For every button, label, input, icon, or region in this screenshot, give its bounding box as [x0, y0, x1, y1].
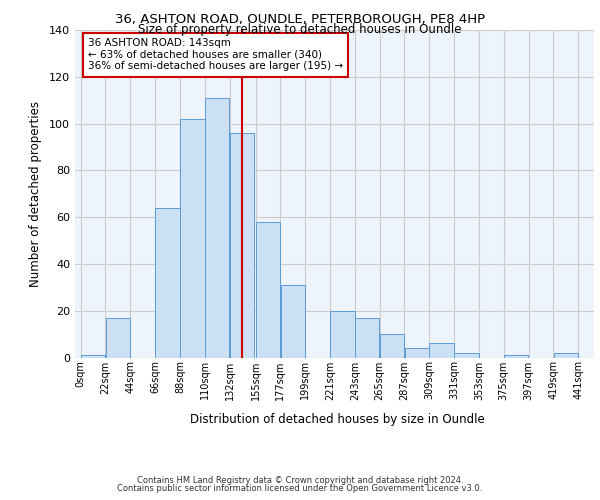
Text: Contains HM Land Registry data © Crown copyright and database right 2024.: Contains HM Land Registry data © Crown c… — [137, 476, 463, 485]
Text: 36 ASHTON ROAD: 143sqm
← 63% of detached houses are smaller (340)
36% of semi-de: 36 ASHTON ROAD: 143sqm ← 63% of detached… — [88, 38, 343, 72]
Y-axis label: Number of detached properties: Number of detached properties — [29, 101, 42, 287]
Bar — [504, 355, 529, 358]
Bar — [281, 285, 305, 358]
Bar — [180, 119, 205, 358]
Bar — [404, 348, 429, 358]
Bar — [81, 355, 105, 358]
Bar — [106, 318, 130, 358]
Bar — [330, 310, 355, 358]
Bar — [256, 222, 280, 358]
Text: Distribution of detached houses by size in Oundle: Distribution of detached houses by size … — [190, 412, 485, 426]
Text: Contains public sector information licensed under the Open Government Licence v3: Contains public sector information licen… — [118, 484, 482, 493]
Bar — [230, 133, 254, 358]
Text: Size of property relative to detached houses in Oundle: Size of property relative to detached ho… — [138, 22, 462, 36]
Text: 36, ASHTON ROAD, OUNDLE, PETERBOROUGH, PE8 4HP: 36, ASHTON ROAD, OUNDLE, PETERBOROUGH, P… — [115, 12, 485, 26]
Bar — [205, 98, 229, 357]
Bar — [430, 344, 454, 357]
Bar — [554, 353, 578, 358]
Bar — [155, 208, 180, 358]
Bar — [454, 353, 479, 358]
Bar — [355, 318, 379, 358]
Bar — [380, 334, 404, 357]
